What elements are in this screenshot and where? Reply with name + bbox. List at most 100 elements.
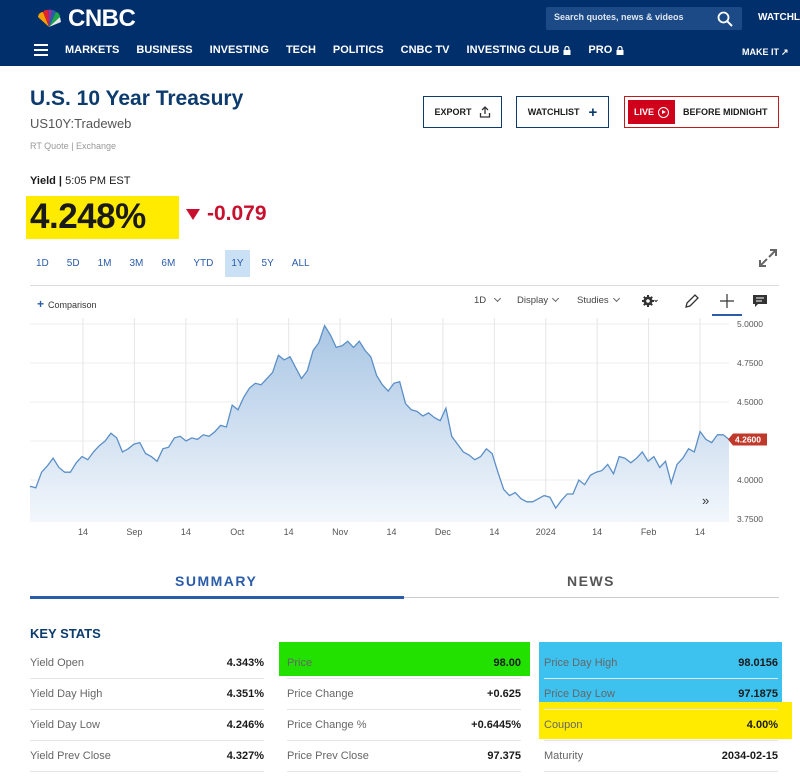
stat-value: +0.6445% xyxy=(471,719,521,731)
settings-gear-icon[interactable] xyxy=(640,292,658,310)
cnbc-logo[interactable]: CNBC xyxy=(34,5,136,32)
interval-label: 1D xyxy=(474,295,487,306)
expand-icon[interactable] xyxy=(758,248,778,268)
studies-label: Studies xyxy=(577,295,609,306)
nav-item-pro[interactable]: PRO xyxy=(588,44,624,56)
stat-value: 4.351% xyxy=(226,688,264,700)
chart-area[interactable] xyxy=(30,285,779,545)
scroll-forward-icon[interactable]: » xyxy=(702,493,710,508)
comment-icon[interactable] xyxy=(751,292,769,310)
stat-value: 98.00 xyxy=(493,657,521,669)
live-label: LIVE xyxy=(634,107,655,117)
tab-summary[interactable]: SUMMARY xyxy=(175,573,258,589)
watchlist-button[interactable]: WATCHLIST + xyxy=(516,96,609,128)
key-stats-title: KEY STATS xyxy=(30,626,101,641)
stat-value: 98.0156 xyxy=(738,657,778,669)
external-link-icon: ↗ xyxy=(781,47,789,57)
search-icon[interactable] xyxy=(717,11,733,27)
nav-item-tech[interactable]: TECH xyxy=(286,44,316,56)
range-5y[interactable]: 5Y xyxy=(261,258,274,269)
stat-label: Yield Open xyxy=(30,657,85,669)
search-input[interactable]: Search quotes, news & videos xyxy=(546,7,742,30)
range-1y[interactable]: 1Y xyxy=(225,250,250,277)
nav-item-politics[interactable]: POLITICS xyxy=(333,44,384,56)
live-show-title: BEFORE MIDNIGHT xyxy=(683,107,768,117)
crosshair-icon[interactable] xyxy=(718,292,736,310)
page-title: U.S. 10 Year Treasury xyxy=(30,87,244,110)
peacock-icon xyxy=(38,9,61,27)
plus-icon: + xyxy=(588,103,598,121)
export-button[interactable]: EXPORT xyxy=(423,96,502,128)
nav-item-business[interactable]: BUSINESS xyxy=(136,44,192,56)
nav-item-label: TECH xyxy=(285,44,316,56)
stat-value: 2034-02-15 xyxy=(721,750,778,762)
tab-news[interactable]: NEWS xyxy=(567,573,615,589)
stat-value: 4.327% xyxy=(226,750,264,762)
down-arrow-icon xyxy=(186,209,200,220)
stat-price-change: Price Change +0.625 xyxy=(287,679,521,710)
stat-price-prev-close: Price Prev Close 97.375 xyxy=(287,741,521,772)
comparison-button[interactable]: + Comparison xyxy=(37,297,97,311)
chevron-down-icon xyxy=(612,294,620,303)
stat-price: Price 98.00 xyxy=(287,648,521,679)
yield-time: 5:05 PM EST xyxy=(65,175,131,187)
top-navigation-bar: CNBC Search quotes, news & videos WATCHL… xyxy=(0,0,800,66)
price-highlight xyxy=(26,196,179,239)
stat-label: Maturity xyxy=(544,750,584,762)
stat-label: Price Day High xyxy=(544,657,618,669)
range-1m[interactable]: 1M xyxy=(97,258,112,269)
stat-yield-day-low: Yield Day Low 4.246% xyxy=(30,710,264,741)
stat-label: Price Change % xyxy=(287,719,367,731)
nav-item-label: BUSINESS xyxy=(136,44,193,56)
nav-item-label: POLITICS xyxy=(332,44,384,56)
stat-value: 4.343% xyxy=(226,657,264,669)
stat-label: Price Change xyxy=(287,688,354,700)
nav-item-cnbc-tv[interactable]: CNBC TV xyxy=(401,44,450,56)
live-tv-button[interactable]: LIVE BEFORE MIDNIGHT xyxy=(624,96,779,128)
yield-label-text: Yield | xyxy=(30,175,63,187)
make-it-label: MAKE IT xyxy=(742,47,779,57)
range-3m[interactable]: 3M xyxy=(129,258,144,269)
play-icon xyxy=(658,106,670,118)
range-6m[interactable]: 6M xyxy=(161,258,176,269)
menu-icon[interactable] xyxy=(34,44,48,56)
display-dropdown[interactable]: Display xyxy=(517,294,560,306)
crosshair-active-indicator xyxy=(712,314,742,316)
stat-label: Price xyxy=(287,657,313,669)
nav-item-label: MARKETS xyxy=(65,44,120,56)
main-nav: MARKETS BUSINESS INVESTING TECH POLITICS CNBC… xyxy=(65,44,641,56)
make-it-link[interactable]: MAKE IT ↗ xyxy=(742,47,789,58)
range-ytd[interactable]: YTD xyxy=(193,258,214,269)
range-5d[interactable]: 5D xyxy=(66,258,80,269)
lock-icon xyxy=(563,45,571,55)
tab-divider xyxy=(30,597,779,598)
display-label: Display xyxy=(517,295,549,306)
stat-label: Price Prev Close xyxy=(287,750,369,762)
lock-icon xyxy=(616,45,624,55)
yield-label: Yield | 5:05 PM EST xyxy=(30,175,131,187)
nav-item-investing[interactable]: INVESTING xyxy=(210,44,269,56)
range-1d[interactable]: 1D xyxy=(36,258,49,269)
quote-source: RT Quote | Exchange xyxy=(30,141,117,151)
nav-item-label: CNBC TV xyxy=(400,44,450,56)
chevron-down-icon xyxy=(552,294,560,303)
interval-dropdown[interactable]: 1D xyxy=(474,294,502,306)
nav-item-investing-club[interactable]: INVESTING CLUB xyxy=(467,44,572,56)
watchlist-link[interactable]: WATCHL xyxy=(758,12,800,23)
search-placeholder: Search quotes, news & videos xyxy=(554,12,684,22)
range-all[interactable]: ALL xyxy=(291,258,310,269)
last-price: 4.248% xyxy=(30,197,146,236)
stat-label: Price Day Low xyxy=(544,688,615,700)
studies-dropdown[interactable]: Studies xyxy=(577,294,620,306)
stat-price-change: Price Change % +0.6445% xyxy=(287,710,521,741)
stat-yield-open: Yield Open 4.343% xyxy=(30,648,264,679)
tab-active-indicator xyxy=(30,596,404,599)
comparison-label: Comparison xyxy=(48,300,97,310)
nav-item-markets[interactable]: MARKETS xyxy=(65,44,119,56)
time-range-selector: 1D 5D 1M 3M 6M YTD 1Y 5Y ALL xyxy=(30,250,322,277)
pencil-icon[interactable] xyxy=(683,292,701,310)
stat-label: Yield Prev Close xyxy=(30,750,111,762)
stat-price-day-low: Price Day Low 97.1875 xyxy=(544,679,778,710)
watchlist-label: WATCHLIST xyxy=(527,107,580,117)
stat-maturity: Maturity 2034-02-15 xyxy=(544,741,778,772)
